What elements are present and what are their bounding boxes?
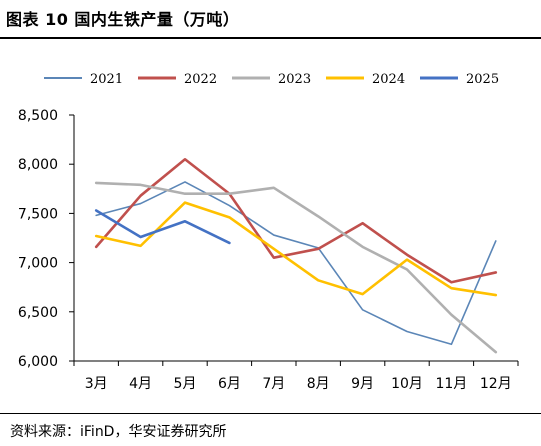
x-tick-label: 3月 <box>85 376 108 392</box>
chart-axes: 6,000 6,500 7,000 7,500 8,000 8,500 3月 4月 5月 6月 7月… <box>18 108 519 392</box>
y-tick-label: 8,500 <box>18 108 58 124</box>
series-line-2024 <box>94 201 498 297</box>
legend-label-2023: 2023 <box>278 72 311 87</box>
x-tick-label: 11月 <box>435 376 467 392</box>
y-tick-label: 6,000 <box>18 354 58 370</box>
footer-divider <box>0 413 541 414</box>
legend-label-2022: 2022 <box>184 72 217 87</box>
legend-label-2021: 2021 <box>90 72 123 87</box>
legend-label-2025: 2025 <box>466 72 499 87</box>
x-tick-label: 8月 <box>307 376 330 392</box>
x-tick-label: 4月 <box>129 376 152 392</box>
y-tick-label: 7,000 <box>18 256 58 272</box>
x-tick-label: 7月 <box>262 376 285 392</box>
x-tick-label: 6月 <box>218 376 241 392</box>
series-line-2022 <box>94 157 498 284</box>
series-line-2023 <box>94 181 498 354</box>
figure-title: 图表 10 国内生铁产量（万吨） <box>6 10 240 29</box>
y-tick-label: 6,500 <box>18 305 58 321</box>
x-tick-label: 10月 <box>391 376 423 392</box>
x-tick-label: 12月 <box>480 376 512 392</box>
series-line-2021 <box>95 181 497 346</box>
chart-legend: 2021 2022 2023 2024 2025 <box>44 72 499 87</box>
x-tick-label: 5月 <box>174 376 197 392</box>
y-tick-label: 8,000 <box>18 157 58 173</box>
source-note: 资料来源：iFinD，华安证券研究所 <box>10 424 227 440</box>
pig-iron-output-chart: 2021 2022 2023 2024 2025 6,000 6,500 7,000 7,50… <box>18 72 519 392</box>
x-tick-label: 9月 <box>351 376 374 392</box>
legend-label-2024: 2024 <box>372 72 405 87</box>
series-line-2025 <box>94 209 231 245</box>
y-tick-label: 7,500 <box>18 206 58 222</box>
chart-series <box>94 157 498 354</box>
title-divider <box>0 37 541 39</box>
